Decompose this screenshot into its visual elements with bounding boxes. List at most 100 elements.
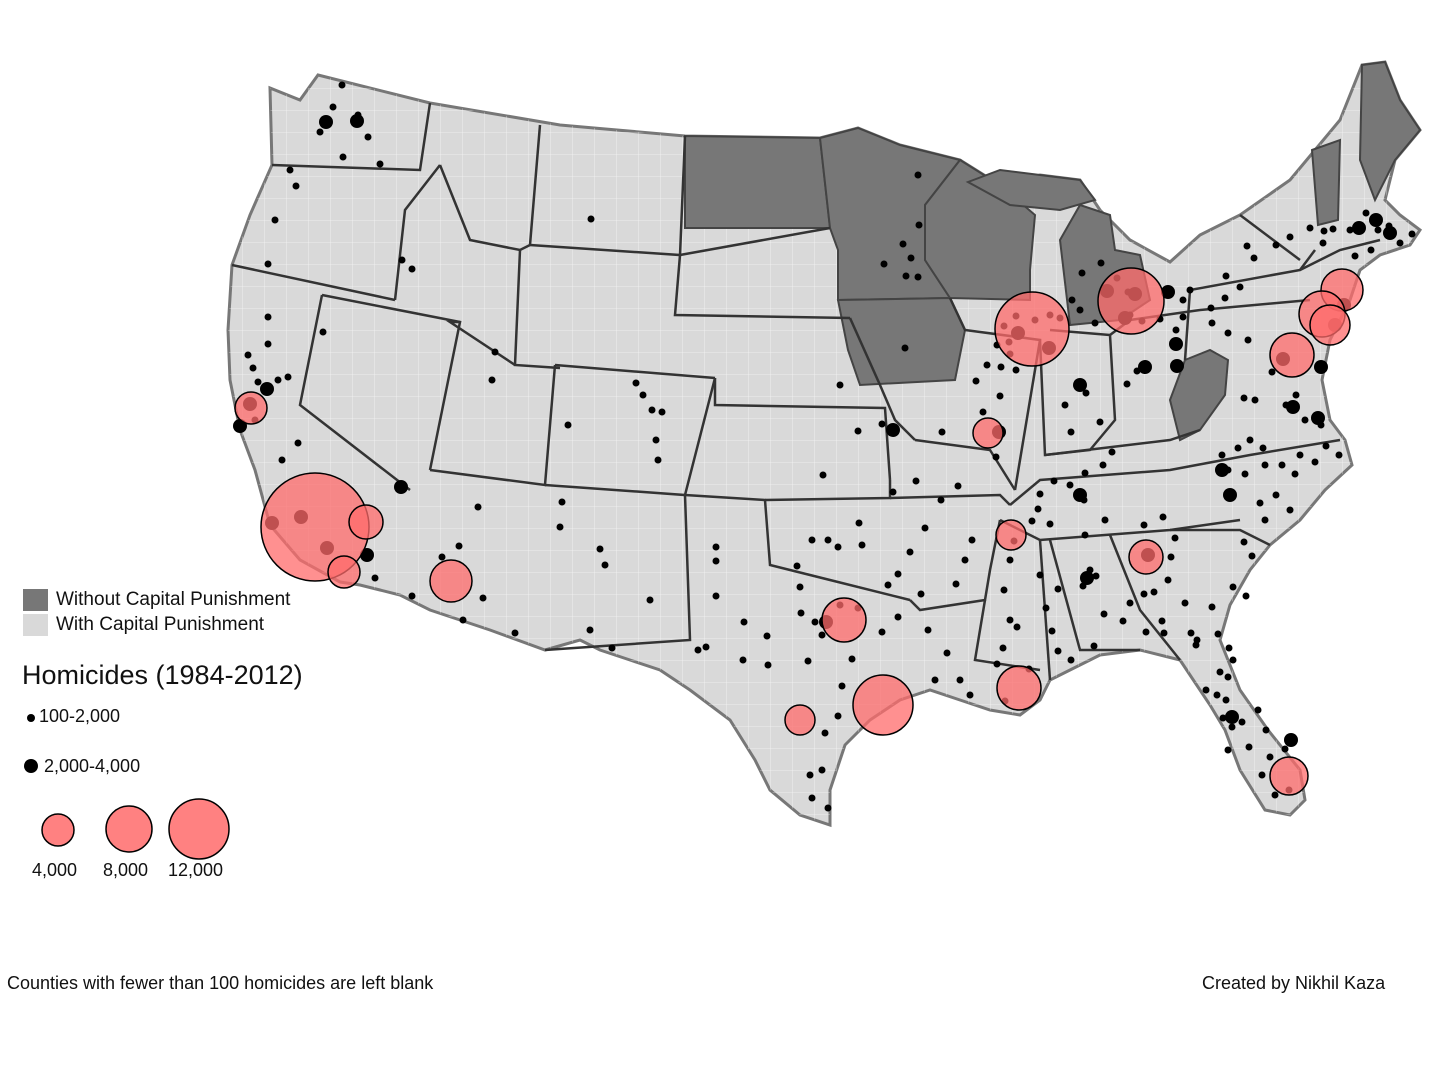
- county-dot-small: [438, 553, 446, 561]
- county-dot-small: [912, 477, 920, 485]
- county-dot-small: [408, 592, 416, 600]
- county-dot-small: [648, 406, 656, 414]
- county-dot-small: [889, 488, 897, 496]
- county-dot-small: [1408, 230, 1416, 238]
- county-dot-small: [364, 133, 372, 141]
- county-dot-small: [1061, 401, 1069, 409]
- county-dot-small: [937, 496, 945, 504]
- county-dot-small: [1259, 444, 1267, 452]
- county-dot-small: [1000, 586, 1008, 594]
- county-dot-medium: [1073, 488, 1087, 502]
- county-dot-small: [558, 498, 566, 506]
- county-dot-small: [1101, 516, 1109, 524]
- county-dot-small: [1006, 616, 1014, 624]
- county-dot-small: [938, 428, 946, 436]
- county-dot-small: [1167, 553, 1175, 561]
- county-dot-small: [244, 351, 252, 359]
- county-dot-small: [1202, 686, 1210, 694]
- county-circle-large: [972, 417, 1004, 449]
- county-dot-small: [294, 439, 302, 447]
- county-dot-small: [1278, 461, 1286, 469]
- county-dot-medium: [1215, 463, 1229, 477]
- county-dot-small: [924, 626, 932, 634]
- county-dot-small: [1097, 259, 1105, 267]
- county-circle-large: [1309, 304, 1351, 346]
- county-dot-small: [1222, 272, 1230, 280]
- county-dot-small: [1240, 394, 1248, 402]
- county-dot-small: [848, 655, 856, 663]
- county-dot-medium: [1161, 285, 1175, 299]
- county-dot-small: [1082, 389, 1090, 397]
- county-dot-small: [1159, 513, 1167, 521]
- county-dot-medium: [886, 423, 900, 437]
- county-dot-small: [1296, 451, 1304, 459]
- county-dot-small: [1256, 499, 1264, 507]
- county-dot-small: [1208, 319, 1216, 327]
- county-dot-small: [1292, 391, 1300, 399]
- county-dot-small: [702, 643, 710, 651]
- county-dot-small: [858, 541, 866, 549]
- county-dot-small: [1225, 644, 1233, 652]
- state-maine: [1358, 60, 1422, 203]
- state-borders: [231, 102, 1381, 681]
- county-dot-small: [907, 254, 915, 262]
- county-circle-large: [429, 559, 473, 603]
- county-dot-small: [906, 548, 914, 556]
- county-dot-small: [274, 376, 282, 384]
- county-dot-small: [1096, 418, 1104, 426]
- county-dot-medium: [1369, 213, 1383, 227]
- county-dot-small: [1224, 329, 1232, 337]
- county-dot-small: [943, 649, 951, 657]
- county-dot-medium: [1223, 488, 1237, 502]
- county-dot-small: [914, 273, 922, 281]
- county-dot-small: [931, 676, 939, 684]
- county-dot-small: [1081, 531, 1089, 539]
- state-michigan-upper: [965, 168, 1097, 212]
- county-dot-small: [1213, 691, 1221, 699]
- county-dot-small: [1396, 239, 1404, 247]
- legend-with-row: With Capital Punishment: [23, 614, 264, 636]
- county-dot-medium: [1169, 337, 1183, 351]
- county-dot-small: [838, 682, 846, 690]
- county-dot-small: [1281, 745, 1289, 753]
- county-dot-small: [1171, 534, 1179, 542]
- county-dot-small: [915, 221, 923, 229]
- county-dot-small: [1150, 588, 1158, 596]
- county-dot-small: [1181, 599, 1189, 607]
- county-dot-small: [1224, 673, 1232, 681]
- county-dot-small: [601, 561, 609, 569]
- county-dot-small: [1042, 604, 1050, 612]
- county-dot-small: [1245, 743, 1253, 751]
- county-dot-small: [1158, 617, 1166, 625]
- county-dot-small: [1028, 517, 1036, 525]
- county-dot-small: [712, 557, 720, 565]
- county-dot-small: [1186, 286, 1194, 294]
- county-dot-small: [1306, 224, 1314, 232]
- legend-without-swatch: [23, 589, 48, 611]
- county-circle-large: [327, 555, 361, 589]
- county-dot-medium: [394, 480, 408, 494]
- county-dot-small: [1291, 470, 1299, 478]
- legend-large-label-12000: 12,000: [168, 860, 224, 880]
- county-dot-small: [1216, 668, 1224, 676]
- county-dot-small: [292, 182, 300, 190]
- legend-large-label-8000: 8,000: [103, 860, 149, 880]
- county-dot-small: [1248, 552, 1256, 560]
- county-dot-small: [1346, 226, 1354, 234]
- county-dot-small: [556, 523, 564, 531]
- legend-with-swatch: [23, 614, 48, 636]
- county-dot-small: [1013, 623, 1021, 631]
- county-dot-small: [956, 676, 964, 684]
- county-dot-small: [284, 373, 292, 381]
- county-dot-small: [763, 632, 771, 640]
- county-dot-small: [1164, 576, 1172, 584]
- county-dot-small: [264, 313, 272, 321]
- county-dot-medium: [1225, 710, 1239, 724]
- county-dot-small: [1244, 336, 1252, 344]
- county-dot-medium: [1170, 359, 1184, 373]
- county-dot-small: [824, 804, 832, 812]
- county-dot-small: [587, 215, 595, 223]
- county-dot-small: [804, 657, 812, 665]
- county-dot-small: [1329, 225, 1337, 233]
- county-dot-small: [954, 482, 962, 490]
